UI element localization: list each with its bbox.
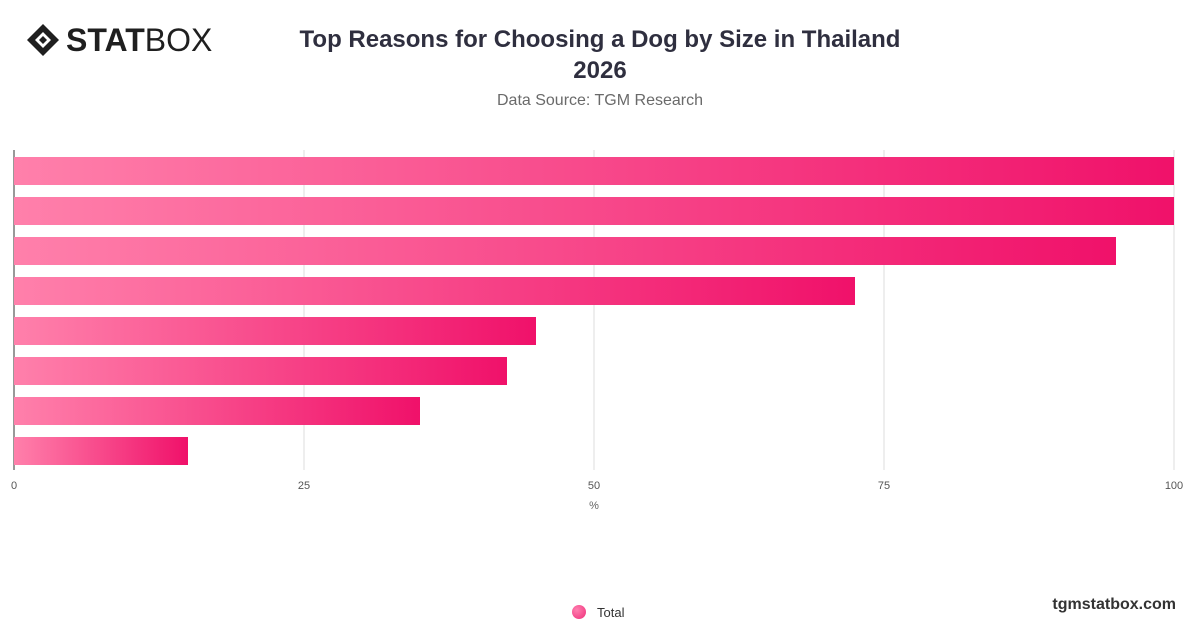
- brand-name-light: BOX: [144, 22, 213, 58]
- legend-label: Total: [597, 604, 625, 620]
- x-tick-label: 100: [1165, 480, 1183, 492]
- bar[interactable]: [14, 157, 1174, 185]
- legend[interactable]: Total: [572, 602, 624, 622]
- x-tick-label: 0: [11, 480, 17, 492]
- bar[interactable]: [14, 277, 855, 305]
- footer-source-link[interactable]: tgmstatbox.com: [1052, 596, 1176, 613]
- brand-logo: STATBOX: [26, 22, 212, 58]
- legend-marker: [572, 605, 586, 619]
- x-tick-label: 75: [878, 480, 890, 492]
- bar[interactable]: [14, 237, 1116, 265]
- x-tick-label: 25: [298, 480, 310, 492]
- bar[interactable]: [14, 197, 1174, 225]
- bar[interactable]: [14, 437, 188, 465]
- bar[interactable]: [14, 397, 420, 425]
- chart-subtitle: Data Source: TGM Research: [496, 92, 703, 109]
- chart-title: Top Reasons for Choosing a Dog by Size i…: [260, 24, 940, 86]
- x-axis-label: %: [589, 500, 599, 512]
- brand-name-bold: STAT: [66, 22, 145, 58]
- statbox-diamond-icon: [27, 24, 59, 56]
- bar[interactable]: [14, 357, 507, 385]
- chart-title-line2: 2026: [573, 57, 627, 84]
- chart-title-line1: Top Reasons for Choosing a Dog by Size i…: [299, 26, 901, 53]
- x-tick-labels: 0 25 50 75 100: [11, 480, 1183, 492]
- brand-name: STATBOX: [66, 24, 212, 56]
- bars: [14, 157, 1174, 465]
- x-tick-label: 50: [588, 480, 600, 492]
- bar[interactable]: [14, 317, 536, 345]
